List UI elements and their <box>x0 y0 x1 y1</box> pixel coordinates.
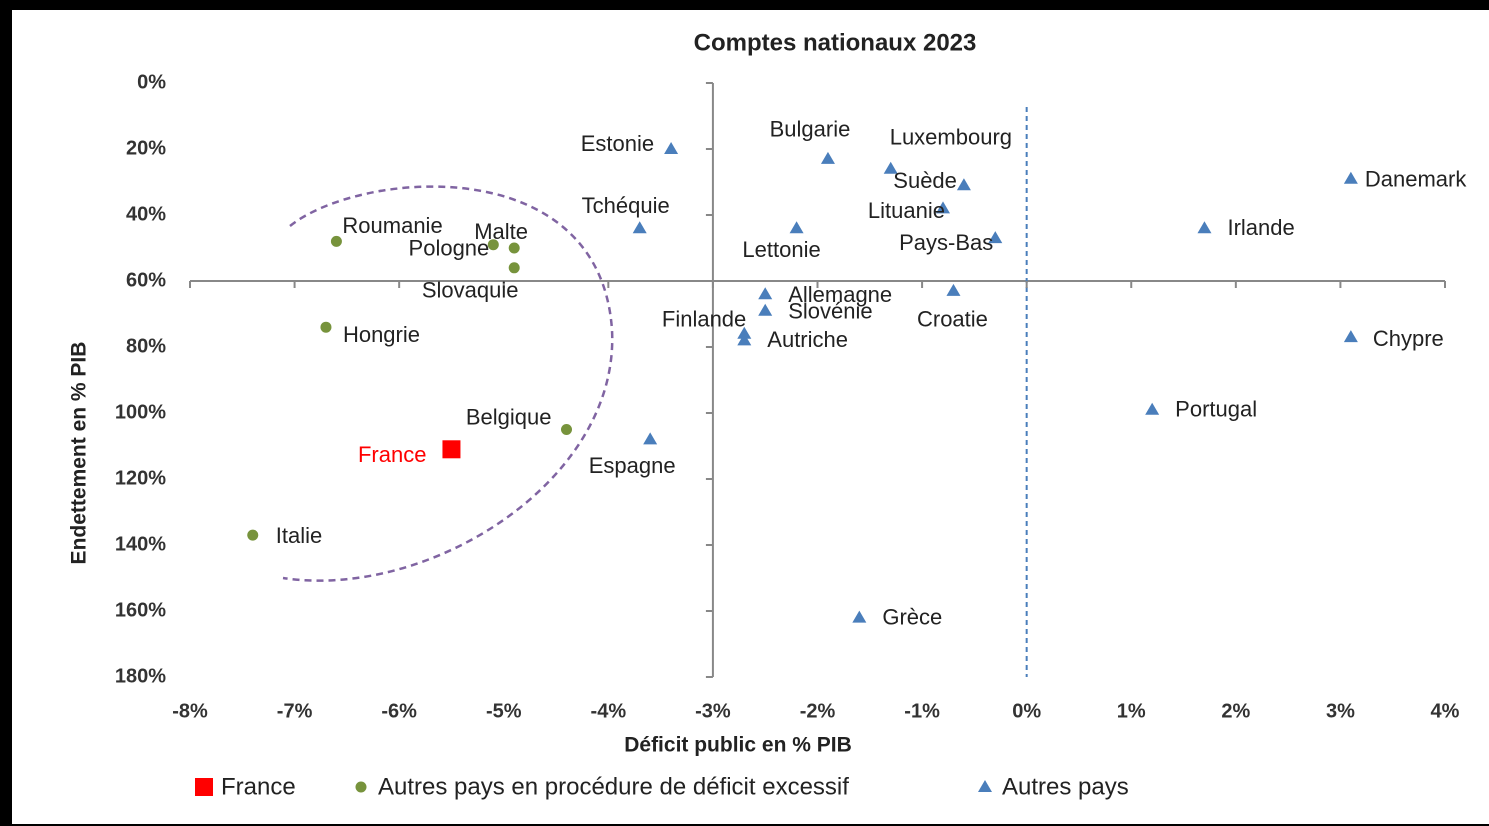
point-label: Lituanie <box>868 198 945 223</box>
point-label: Croatie <box>917 307 988 332</box>
point <box>956 178 971 191</box>
point <box>442 440 461 459</box>
point-label: Autriche <box>767 327 848 352</box>
point-label: Pays-Bas <box>899 230 993 255</box>
point <box>330 235 342 247</box>
point-label: Roumanie <box>342 213 442 238</box>
point <box>737 326 752 339</box>
point-label: Allemagne <box>788 282 892 307</box>
y-tick-label: 120% <box>115 467 166 489</box>
legend-marker <box>355 781 367 793</box>
point-label: Finlande <box>662 307 746 332</box>
point-label: Lettonie <box>742 237 820 262</box>
x-tick-label: -3% <box>695 700 731 722</box>
point-label: Hongrie <box>343 322 420 347</box>
point <box>946 283 961 296</box>
point <box>632 221 647 234</box>
x-tick-label: -1% <box>904 700 940 722</box>
x-tick-label: -6% <box>381 700 417 722</box>
point-label: Grèce <box>882 604 942 629</box>
x-tick-label: 2% <box>1221 700 1250 722</box>
legend-marker <box>978 780 992 792</box>
point <box>737 333 752 346</box>
y-tick-label: 40% <box>126 203 166 225</box>
point-label: Bulgarie <box>770 117 851 142</box>
point <box>1343 171 1358 184</box>
y-tick-label: 140% <box>115 533 166 555</box>
point-label: Danemark <box>1365 167 1467 192</box>
point <box>1197 221 1212 234</box>
point-label: Malte <box>474 219 528 244</box>
plot-background <box>12 10 1489 824</box>
y-tick-label: 60% <box>126 269 166 291</box>
point-label: Slovaquie <box>422 278 519 303</box>
x-tick-label: 0% <box>1012 700 1041 722</box>
x-tick-label: 4% <box>1431 700 1460 722</box>
point-label: Espagne <box>589 453 676 478</box>
x-axis-title: Déficit public en % PIB <box>624 734 852 757</box>
point-label: Italie <box>276 523 322 548</box>
point <box>1343 330 1358 343</box>
point <box>487 239 499 251</box>
x-tick-label: -2% <box>800 700 836 722</box>
point <box>1145 402 1160 415</box>
y-tick-label: 80% <box>126 335 166 357</box>
point-label: Suède <box>893 168 957 193</box>
point-label: Pologne <box>409 236 490 261</box>
point <box>758 287 773 300</box>
y-tick-label: 160% <box>115 599 166 621</box>
y-axis-title: Endettement en % PIB <box>68 342 91 565</box>
point <box>508 242 520 254</box>
point-label: Portugal <box>1175 397 1257 422</box>
point <box>247 529 259 541</box>
x-tick-label: 1% <box>1117 700 1146 722</box>
point <box>508 262 520 274</box>
legend-label: Autres pays <box>1002 773 1129 800</box>
point-label: Belgique <box>466 404 552 429</box>
y-tick-label: 100% <box>115 401 166 423</box>
x-tick-label: 3% <box>1326 700 1355 722</box>
point-label: Slovénie <box>788 299 872 324</box>
point <box>883 161 898 174</box>
point-label: Tchéquie <box>582 193 670 218</box>
legend-label: Autres pays en procédure de déficit exce… <box>378 773 849 800</box>
point <box>561 424 572 435</box>
x-tick-label: -7% <box>277 700 313 722</box>
legend-marker <box>195 778 213 796</box>
x-tick-label: -8% <box>172 700 208 722</box>
point <box>936 201 950 214</box>
highlight-ellipse <box>282 185 614 582</box>
point-label: France <box>358 442 426 467</box>
point-label: Chypre <box>1373 326 1444 351</box>
point <box>320 321 332 333</box>
x-tick-label: -4% <box>591 700 627 722</box>
point-label: Estonie <box>581 131 654 156</box>
point-label: Irlande <box>1227 215 1294 240</box>
point <box>789 221 804 234</box>
legend-label: France <box>221 773 296 800</box>
point <box>988 231 1003 244</box>
chart-title: Comptes nationaux 2023 <box>694 29 977 56</box>
y-tick-label: 0% <box>137 71 166 93</box>
y-tick-label: 180% <box>115 665 166 687</box>
x-tick-label: -5% <box>486 700 522 722</box>
point <box>852 610 867 623</box>
point-label: Luxembourg <box>890 125 1012 150</box>
point <box>758 303 773 316</box>
point <box>643 432 658 445</box>
point <box>664 142 679 154</box>
point <box>820 151 835 164</box>
y-tick-label: 20% <box>126 137 166 159</box>
